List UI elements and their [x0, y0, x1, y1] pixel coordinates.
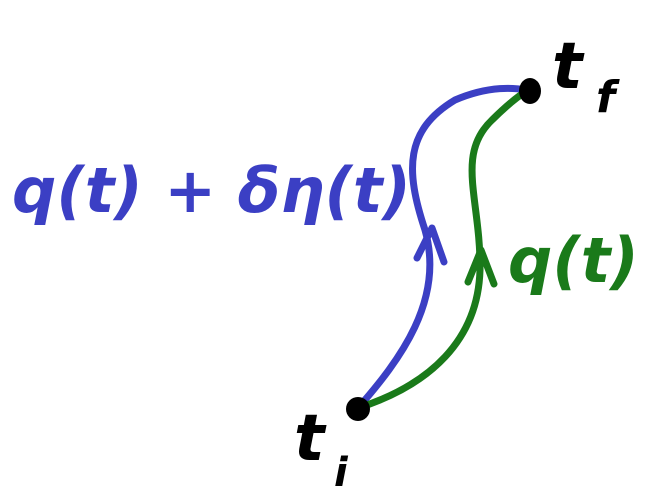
- initial-time-subscript: i: [334, 450, 349, 496]
- true-path-curve: [354, 86, 532, 412]
- final-point: [519, 78, 541, 104]
- final-time-subscript: f: [596, 72, 620, 123]
- varied-path-curve: [354, 84, 532, 412]
- initial-point: [346, 397, 370, 421]
- initial-time-label: t: [294, 402, 327, 476]
- true-path-label: q(t): [508, 224, 639, 297]
- varied-path-arrow-icon: [413, 224, 448, 266]
- final-time-label: t: [552, 30, 585, 104]
- varied-path-label: q(t) + δη(t): [12, 154, 411, 227]
- true-path-arrow-icon: [464, 246, 498, 288]
